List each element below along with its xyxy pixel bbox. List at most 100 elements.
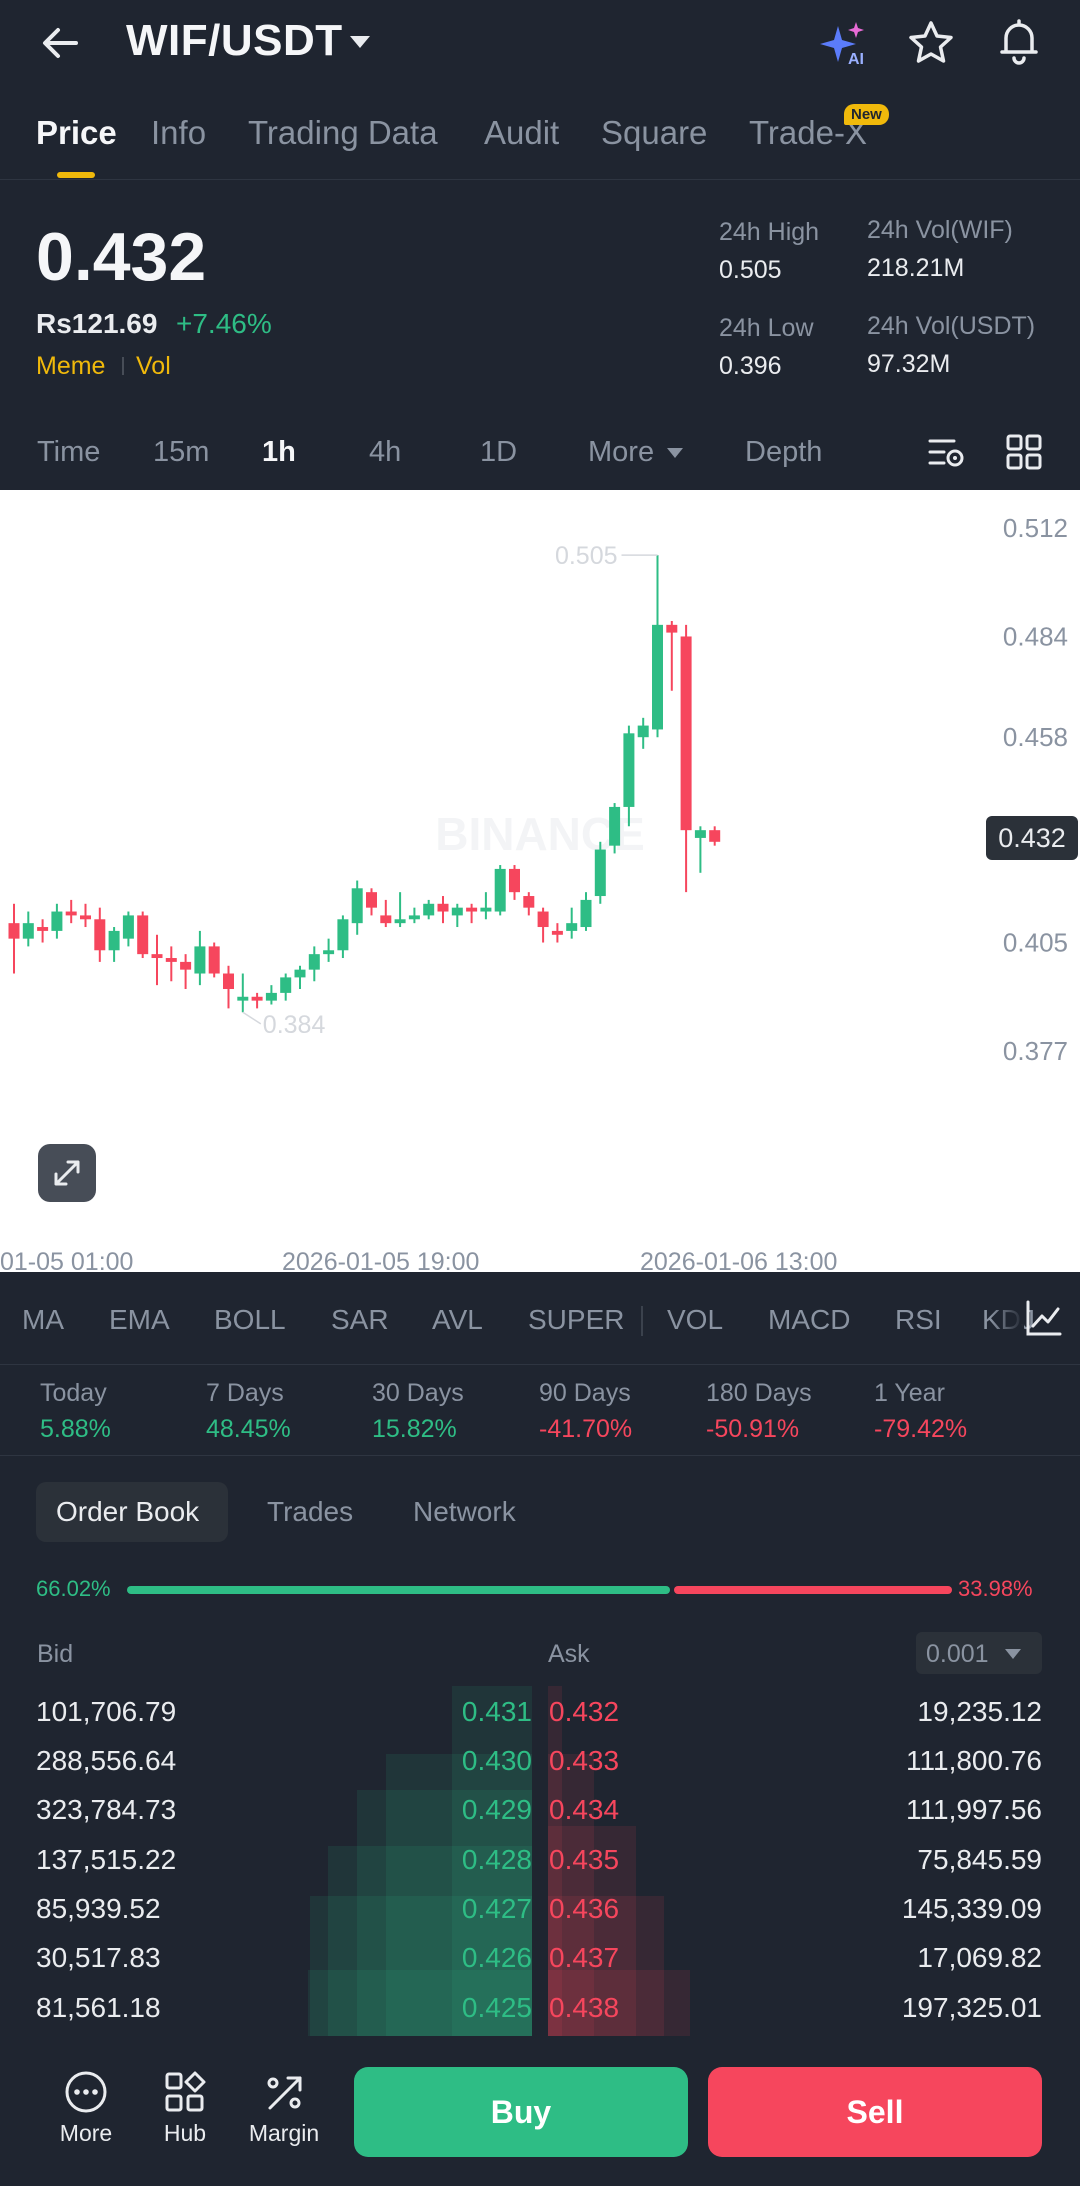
- order-book-row[interactable]: 85,939.52 0.427 0.436 145,339.09: [0, 1883, 1080, 1932]
- tab-square[interactable]: Square: [601, 114, 708, 151]
- x-tick-label: 2026-01-05 19:00: [282, 1248, 479, 1272]
- nav-hub[interactable]: Hub: [135, 2070, 235, 2170]
- bid-price: 0.429: [461, 1794, 532, 1825]
- bid-depth-shade: [308, 1970, 532, 2036]
- order-book-row[interactable]: 137,515.22 0.428 0.435 75,845.59: [0, 1834, 1080, 1883]
- indicator-settings-icon[interactable]: [1024, 1298, 1064, 1338]
- interval-time[interactable]: Time: [37, 436, 101, 468]
- candle-body: [165, 958, 177, 962]
- pair-title[interactable]: WIF/USDT: [126, 16, 343, 65]
- perf-today-value: 5.88%: [40, 1415, 111, 1443]
- hub-grid-icon: [165, 2071, 206, 2112]
- indicator-sar[interactable]: SAR: [331, 1304, 389, 1335]
- ai-sparkle-icon[interactable]: AI: [818, 20, 870, 66]
- tab-audit[interactable]: Audit: [484, 114, 560, 151]
- y-tick-label: 0.512: [1003, 513, 1068, 543]
- tab-network[interactable]: Network: [413, 1496, 516, 1527]
- candle-body: [580, 899, 592, 928]
- nav-more[interactable]: More: [36, 2070, 136, 2170]
- bid-price: 0.426: [461, 1942, 532, 1973]
- indicator-macd[interactable]: MACD: [768, 1304, 851, 1335]
- indicator-super[interactable]: SUPER: [528, 1304, 625, 1335]
- last-price: 0.432: [36, 219, 207, 295]
- sell-button[interactable]: Sell: [708, 2067, 1042, 2157]
- x-tick-label: 2026-01-06 13:00: [640, 1248, 837, 1272]
- low-marker-line: [242, 1011, 262, 1025]
- interval-1h[interactable]: 1h: [262, 436, 296, 468]
- bid-price: 0.430: [461, 1745, 532, 1776]
- order-book-row[interactable]: 30,517.83 0.426 0.437 17,069.82: [0, 1932, 1080, 1981]
- tab-trading-data[interactable]: Trading Data: [248, 114, 438, 151]
- layout-grid-icon[interactable]: [1004, 432, 1044, 472]
- fullscreen-button[interactable]: [38, 1144, 96, 1202]
- candle-body: [208, 946, 220, 974]
- stat-24h-low-label: 24h Low: [719, 314, 814, 342]
- nav-margin[interactable]: Margin: [234, 2070, 334, 2170]
- tab-order-book[interactable]: Order Book: [56, 1496, 200, 1527]
- candle-body: [294, 969, 306, 978]
- perf-30d-value: 15.82%: [372, 1415, 457, 1443]
- indicator-fade: [990, 1292, 1024, 1342]
- candle-body: [251, 996, 263, 1001]
- margin-percent-icon: [267, 2076, 302, 2110]
- ask-quantity: 19,235.12: [917, 1696, 1042, 1727]
- ask-price: 0.436: [549, 1893, 620, 1924]
- ask-price: 0.434: [549, 1794, 620, 1825]
- tab-price[interactable]: Price: [36, 114, 117, 151]
- tag-vol[interactable]: Vol: [136, 352, 171, 380]
- chart-settings-icon[interactable]: [926, 432, 966, 472]
- ask-price: 0.435: [549, 1844, 620, 1875]
- axes-group: 0.512 0.484 0.458 0.405 0.377 01-05 01:00 2026…: [0, 513, 1068, 1272]
- indicator-avl[interactable]: AVL: [432, 1304, 483, 1335]
- candle-body: [223, 973, 234, 990]
- bid-quantity: 137,515.22: [36, 1844, 177, 1875]
- order-book-row[interactable]: 288,556.64 0.430 0.433 111,800.76: [0, 1735, 1080, 1784]
- indicator-ema[interactable]: EMA: [109, 1304, 170, 1335]
- ask-price: 0.433: [549, 1745, 620, 1776]
- interval-more[interactable]: More: [588, 436, 655, 468]
- order-book-row[interactable]: 81,561.18 0.425 0.438 197,325.01: [0, 1982, 1080, 2031]
- indicator-boll[interactable]: BOLL: [214, 1304, 286, 1335]
- candlestick-chart[interactable]: BINANCE 0.512 0.484 0.458 0.405 0.377 01-05 0…: [0, 490, 1080, 1272]
- ask-price: 0.432: [549, 1696, 620, 1727]
- precision-value: 0.001: [926, 1640, 989, 1668]
- tab-trades[interactable]: Trades: [267, 1496, 354, 1527]
- nav-more-label: More: [59, 2120, 113, 2146]
- interval-1d[interactable]: 1D: [480, 436, 518, 468]
- candle-body: [8, 923, 20, 939]
- order-book-row[interactable]: 323,784.73 0.429 0.434 111,997.56: [0, 1784, 1080, 1833]
- back-arrow-icon[interactable]: [36, 18, 86, 68]
- header: WIF/USDT AI: [0, 0, 1080, 84]
- indicator-rsi[interactable]: RSI: [895, 1304, 942, 1335]
- star-icon[interactable]: [906, 18, 956, 68]
- candle-body: [94, 919, 106, 951]
- order-book-tab-bg: [36, 1482, 228, 1542]
- indicator-vol[interactable]: VOL: [667, 1304, 724, 1335]
- candle-body: [408, 915, 420, 920]
- candle-body: [122, 915, 134, 939]
- candle-body: [666, 624, 678, 633]
- nav-hub-label: Hub: [163, 2120, 207, 2146]
- interval-4h[interactable]: 4h: [369, 436, 402, 468]
- top-tabs: Price Info Trading Data Audit Square Tra…: [0, 108, 1080, 180]
- candle-body: [37, 927, 49, 931]
- bid-depth-shade: [357, 1790, 532, 2036]
- candle-body: [137, 915, 149, 955]
- bid-quantity: 288,556.64: [36, 1745, 177, 1776]
- caret-down-icon[interactable]: [348, 34, 372, 50]
- bid-price: 0.425: [461, 1992, 532, 2023]
- interval-15m[interactable]: 15m: [153, 436, 210, 468]
- bid-price: 0.428: [461, 1844, 532, 1875]
- candle-body: [366, 892, 377, 908]
- perf-90d-label: 90 Days: [539, 1379, 631, 1407]
- bell-icon[interactable]: [994, 16, 1044, 66]
- indicator-ma[interactable]: MA: [22, 1304, 64, 1335]
- candle-body: [380, 915, 392, 924]
- order-book-row[interactable]: 101,706.79 0.431 0.432 19,235.12: [0, 1686, 1080, 1735]
- candle-body: [265, 992, 277, 1001]
- tab-info[interactable]: Info: [151, 114, 207, 151]
- tag-meme[interactable]: Meme: [36, 352, 106, 380]
- interval-depth[interactable]: Depth: [745, 436, 823, 468]
- buy-button[interactable]: Buy: [354, 2067, 688, 2157]
- precision-select[interactable]: [916, 1632, 1042, 1674]
